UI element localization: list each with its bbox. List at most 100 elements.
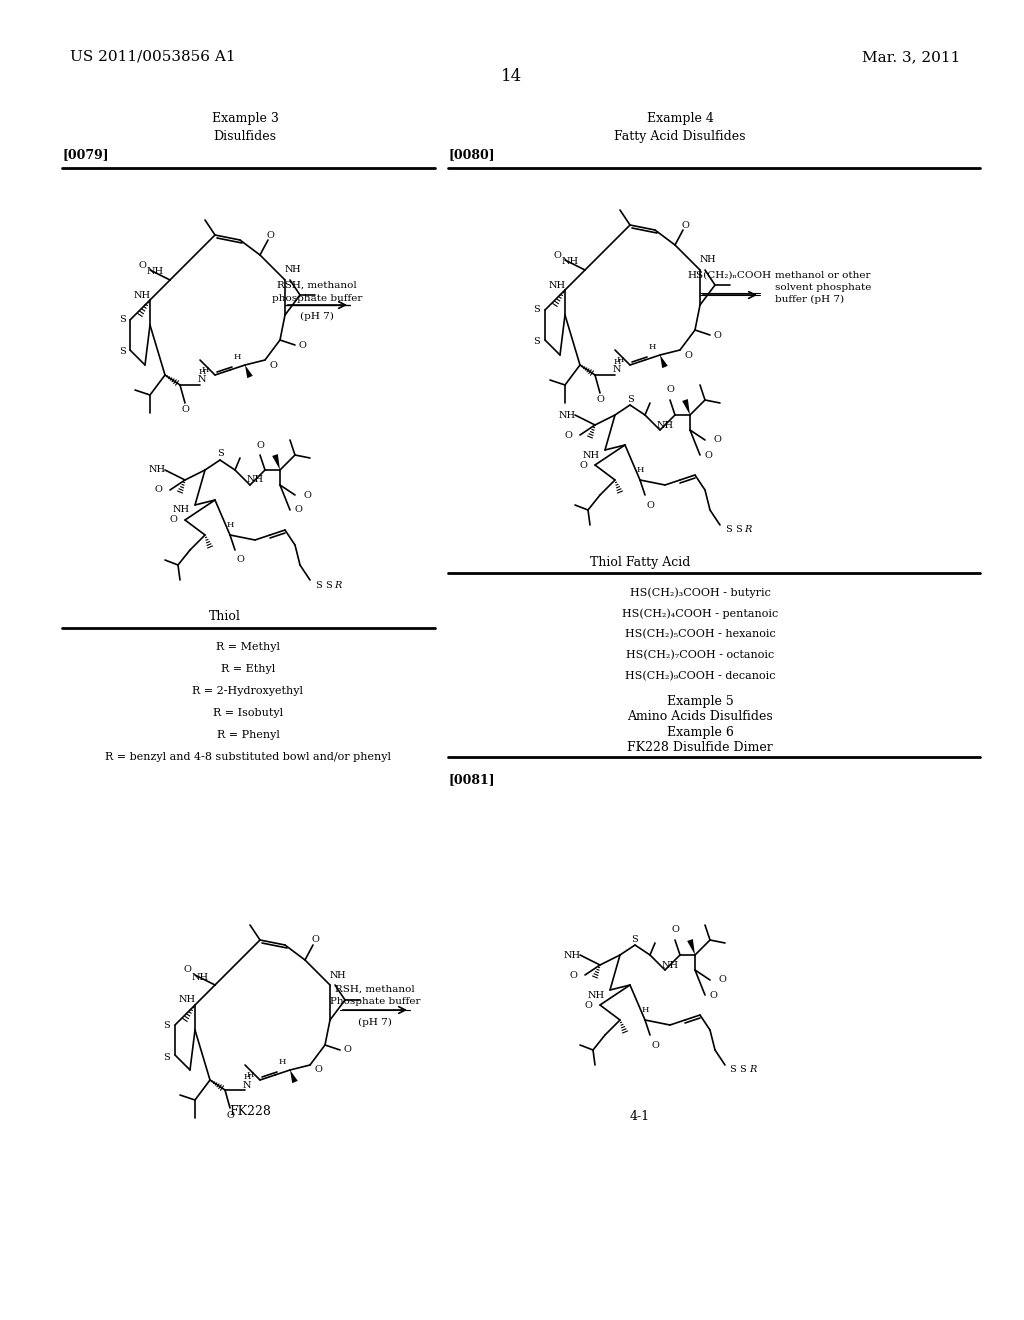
Text: O: O	[181, 405, 189, 414]
Text: H: H	[616, 356, 624, 364]
Text: RSH, methanol: RSH, methanol	[278, 281, 357, 290]
Text: Example 4: Example 4	[646, 112, 714, 125]
Text: O: O	[666, 385, 674, 395]
Text: S: S	[217, 450, 223, 458]
Text: HS(CH₂)ₙCOOH: HS(CH₂)ₙCOOH	[688, 271, 772, 280]
Text: R = Ethyl: R = Ethyl	[221, 664, 275, 675]
Text: O: O	[651, 1040, 658, 1049]
Text: methanol or other: methanol or other	[775, 271, 870, 280]
Text: Phosphate buffer: Phosphate buffer	[330, 997, 420, 1006]
Text: R = benzyl and 4-8 substituted bowl and/or phenyl: R = benzyl and 4-8 substituted bowl and/…	[105, 752, 391, 762]
Text: O: O	[718, 975, 726, 985]
Text: H: H	[233, 352, 241, 360]
Text: R = Phenyl: R = Phenyl	[216, 730, 280, 741]
Text: N: N	[330, 970, 338, 979]
Text: H: H	[244, 1073, 251, 1081]
Text: N: N	[612, 366, 622, 375]
Text: Example 3: Example 3	[212, 112, 279, 125]
Text: S: S	[730, 1065, 736, 1074]
Text: R: R	[750, 1065, 757, 1074]
Text: HS(CH₂)₄COOH - pentanoic: HS(CH₂)₄COOH - pentanoic	[622, 609, 778, 619]
Text: O: O	[596, 396, 604, 404]
Text: H: H	[648, 343, 655, 351]
Text: O: O	[579, 461, 587, 470]
Text: R = Methyl: R = Methyl	[216, 642, 280, 652]
Text: O: O	[256, 441, 264, 450]
Text: H: H	[292, 265, 300, 275]
Text: S: S	[632, 935, 638, 944]
Text: N: N	[285, 265, 293, 275]
Text: H: H	[641, 1006, 648, 1014]
Text: FK228 Disulfide Dimer: FK228 Disulfide Dimer	[627, 741, 773, 754]
Text: Thiol: Thiol	[209, 610, 241, 623]
Text: Example 5: Example 5	[667, 696, 733, 708]
Text: [0081]: [0081]	[449, 774, 495, 785]
Text: NH: NH	[133, 290, 151, 300]
Text: N: N	[699, 256, 709, 264]
Text: US 2011/0053856 A1: US 2011/0053856 A1	[70, 50, 236, 63]
Text: S: S	[119, 347, 125, 356]
Polygon shape	[682, 399, 690, 414]
Text: NH: NH	[561, 257, 579, 267]
Text: HS(CH₂)₇COOH - octanoic: HS(CH₂)₇COOH - octanoic	[626, 649, 774, 660]
Text: NH: NH	[172, 506, 189, 515]
Text: solvent phosphate: solvent phosphate	[775, 282, 871, 292]
Text: Example 6: Example 6	[667, 726, 733, 739]
Text: O: O	[343, 1045, 351, 1055]
Text: H: H	[279, 1059, 286, 1067]
Text: H: H	[613, 358, 621, 366]
Polygon shape	[660, 355, 668, 368]
Text: HS(CH₂)₃COOH - butyric: HS(CH₂)₃COOH - butyric	[630, 587, 770, 598]
Text: H: H	[337, 970, 345, 979]
Text: O: O	[183, 965, 190, 974]
Text: H: H	[226, 521, 233, 529]
Text: R = Isobutyl: R = Isobutyl	[213, 708, 283, 718]
Text: O: O	[671, 925, 679, 935]
Text: S: S	[164, 1020, 170, 1030]
Text: O: O	[314, 1065, 322, 1074]
Text: O: O	[298, 341, 306, 350]
Text: R: R	[744, 525, 752, 535]
Polygon shape	[272, 454, 280, 470]
Text: O: O	[226, 1110, 233, 1119]
Text: O: O	[564, 430, 572, 440]
Text: (pH 7): (pH 7)	[358, 1018, 392, 1027]
Text: S: S	[314, 581, 322, 590]
Text: H: H	[636, 466, 644, 474]
Text: O: O	[154, 486, 162, 495]
Text: R = 2-Hydroxyethyl: R = 2-Hydroxyethyl	[193, 686, 303, 696]
Text: NH: NH	[247, 475, 263, 484]
Text: O: O	[713, 330, 721, 339]
Text: NH: NH	[549, 281, 565, 289]
Text: S: S	[534, 305, 541, 314]
Text: O: O	[553, 251, 561, 260]
Text: NH: NH	[588, 990, 604, 999]
Text: S: S	[734, 525, 741, 535]
Text: H: H	[199, 368, 206, 376]
Text: O: O	[705, 450, 712, 459]
Text: FK228: FK228	[229, 1105, 271, 1118]
Text: NH: NH	[563, 950, 581, 960]
Text: S: S	[725, 525, 731, 535]
Text: S: S	[534, 338, 541, 346]
Polygon shape	[687, 939, 695, 954]
Text: O: O	[646, 500, 654, 510]
Text: buffer (pH 7): buffer (pH 7)	[775, 294, 844, 304]
Text: (pH 7): (pH 7)	[300, 312, 334, 321]
Text: O: O	[294, 506, 302, 515]
Text: O: O	[237, 556, 244, 565]
Text: O: O	[713, 436, 721, 445]
Text: S: S	[164, 1052, 170, 1061]
Text: [0080]: [0080]	[449, 148, 495, 161]
Text: phosphate buffer: phosphate buffer	[271, 294, 362, 304]
Text: Amino Acids Disulfides: Amino Acids Disulfides	[627, 710, 773, 723]
Text: O: O	[311, 936, 318, 945]
Text: HS(CH₂)₉COOH - decanoic: HS(CH₂)₉COOH - decanoic	[625, 671, 775, 681]
Text: H: H	[247, 1071, 254, 1078]
Text: H: H	[707, 256, 716, 264]
Text: O: O	[169, 516, 177, 524]
Text: NH: NH	[662, 961, 679, 969]
Text: [0079]: [0079]	[62, 148, 109, 161]
Text: Fatty Acid Disulfides: Fatty Acid Disulfides	[614, 129, 745, 143]
Text: NH: NH	[191, 973, 209, 982]
